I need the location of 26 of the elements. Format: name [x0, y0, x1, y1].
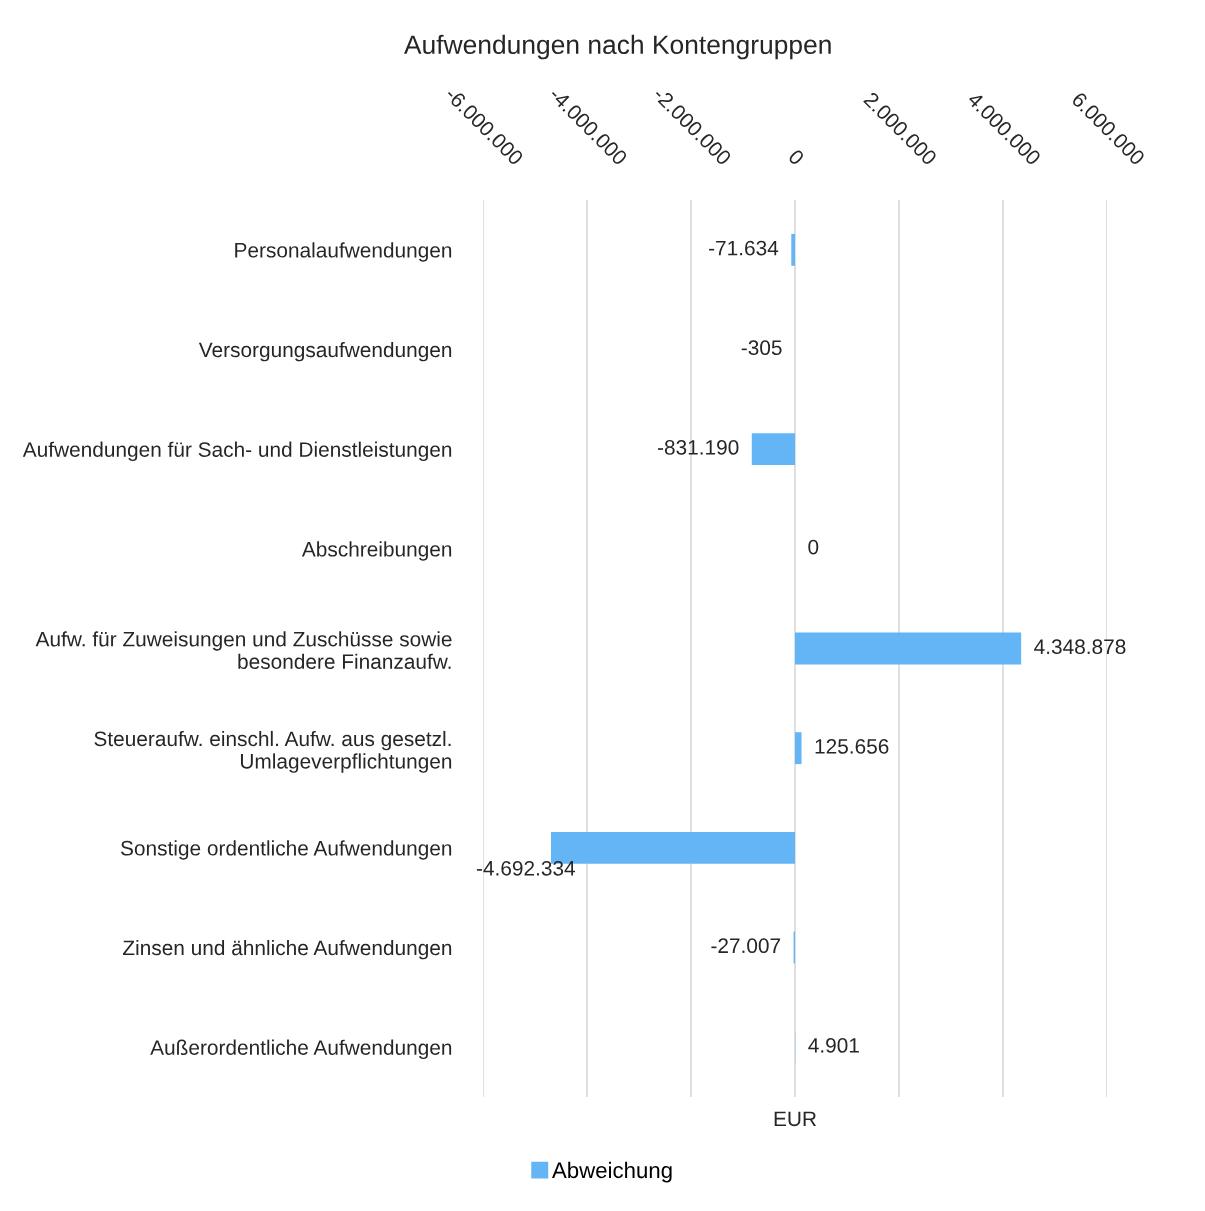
x-tick-label: 0 [787, 148, 805, 166]
data-label: -71.634 [709, 240, 779, 256]
data-label: 125.656 [815, 739, 889, 754]
y-tick-label: Aufw. für Zuweisungen und Zuschüsse sowie besondere Finanzaufw. [35, 631, 452, 669]
y-tick-label: Personalaufwendungen [235, 242, 452, 262]
legend-label: Abweichung [552, 1161, 672, 1183]
y-tick-label: Versorgungsaufwendungen [198, 341, 452, 362]
y-tick-label: Aufwendungen für Sach- und Dienstleistungen [22, 441, 452, 462]
data-label: 4.901 [808, 1038, 859, 1053]
y-tick-label: Zinsen und ähnliche Aufwendungen [123, 939, 452, 960]
chart-title: Aufwendungen nach Kontengruppen [404, 34, 831, 60]
y-tick-label: Abschreibungen [301, 541, 452, 561]
y-tick-label: Steueraufw. einschl. Aufw. aus gesetzl. Umlageverpflichtungen [94, 730, 452, 773]
data-label: -4.692.334 [476, 860, 576, 876]
bar [751, 433, 795, 466]
y-tick-label: Außerordentliche Aufwendungen [150, 1039, 452, 1060]
x-axis-title: EUR [774, 1111, 817, 1127]
bar [791, 233, 795, 266]
bar [795, 732, 802, 765]
data-label: 0 [808, 539, 819, 555]
data-label: 4.348.878 [1034, 639, 1126, 655]
data-label: -27.007 [711, 938, 781, 954]
bar [795, 632, 1022, 665]
data-label: -831.190 [657, 440, 739, 455]
data-label: -305 [741, 340, 782, 356]
y-tick-label: Sonstige ordentliche Aufwendungen [120, 840, 452, 860]
